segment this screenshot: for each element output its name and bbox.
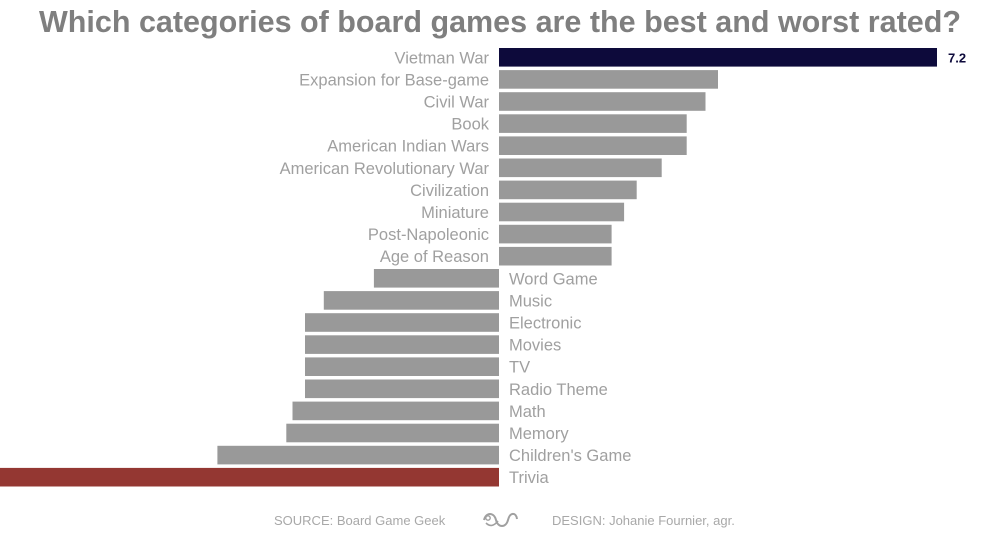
bar-children-s-game [217, 445, 499, 465]
category-label: Music [509, 292, 552, 310]
category-label: Trivia [509, 469, 550, 487]
bar-post-napoleonic [499, 224, 612, 244]
category-label: Electronic [509, 315, 581, 333]
bar-trivia [0, 467, 499, 487]
bar-vietman-war [499, 48, 937, 67]
design-credit: DESIGN: Johanie Fournier, agr. [552, 513, 735, 528]
category-label: Age of Reason [380, 248, 489, 266]
bar-civilization [499, 180, 637, 200]
bar-expansion-for-base-game [499, 70, 718, 89]
bar-chart: Vietman War Expansion for Base-game Civil … [0, 48, 966, 487]
category-label: Expansion for Base-game [299, 71, 489, 89]
category-label: Civil War [424, 94, 490, 112]
bar-word-game [373, 269, 499, 288]
bar-american-indian-wars [499, 136, 687, 155]
bar-movies [305, 335, 499, 354]
category-label: Word Game [509, 270, 598, 288]
category-label: American Revolutionary War [280, 160, 490, 178]
category-label: Movies [509, 337, 561, 355]
chart-title: Which categories of board games are the … [39, 5, 961, 39]
bar-civil-war [499, 92, 706, 111]
bar-music [323, 291, 499, 310]
category-label: Vietman War [395, 49, 490, 67]
category-label: American Indian Wars [327, 138, 489, 156]
bar-radio-theme [305, 379, 499, 399]
category-label: Miniature [421, 204, 489, 222]
ornament-logo-icon [483, 512, 518, 527]
footer: SOURCE: Board Game Geek DESIGN: Johanie … [0, 506, 1000, 536]
bar-memory [286, 423, 499, 443]
category-label: Memory [509, 425, 569, 443]
bar-age-of-reason [499, 246, 612, 266]
bar-book [499, 114, 687, 133]
bar-math [292, 401, 499, 421]
bar-tv [305, 357, 499, 376]
bar-miniature [499, 202, 625, 222]
category-label: Book [451, 116, 489, 134]
category-label: Post-Napoleonic [368, 226, 489, 244]
category-label: Children's Game [509, 447, 631, 465]
data-label: 7.2 [948, 50, 966, 65]
bar-electronic [305, 313, 499, 332]
source-credit: SOURCE: Board Game Geek [274, 513, 446, 528]
bar-american-revolutionary-war [499, 158, 662, 178]
category-label: Radio Theme [509, 381, 608, 399]
category-label: TV [509, 359, 530, 377]
category-label: Civilization [410, 182, 489, 200]
category-label: Math [509, 403, 546, 421]
